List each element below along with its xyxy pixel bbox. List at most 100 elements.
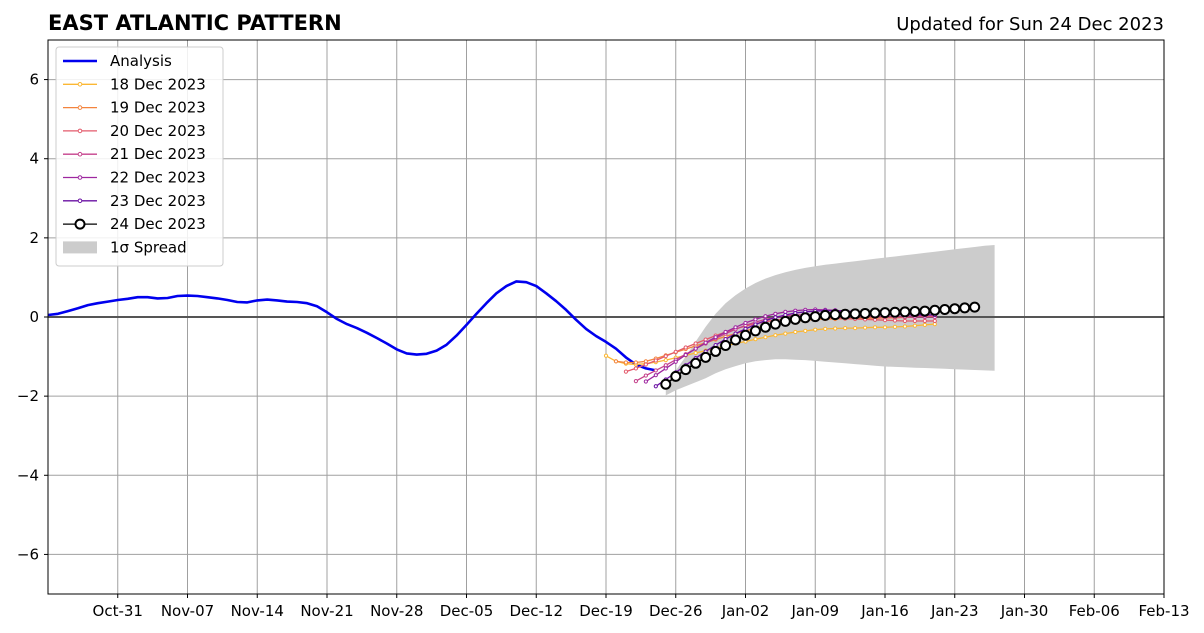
y-tick-label: 4 bbox=[29, 150, 39, 168]
x-tick-label: Dec-19 bbox=[579, 602, 633, 620]
forecast-point bbox=[912, 318, 917, 324]
forecast-point bbox=[683, 345, 688, 350]
forecast-point bbox=[623, 369, 629, 374]
forecast-point bbox=[660, 378, 672, 390]
forecast-point bbox=[969, 301, 981, 313]
forecast-point bbox=[859, 307, 871, 319]
legend-label: 22 Dec 2023 bbox=[110, 169, 206, 187]
forecast-point bbox=[680, 364, 692, 376]
x-tick-label: Nov-21 bbox=[300, 602, 353, 620]
forecast-point bbox=[753, 337, 758, 342]
forecast-point bbox=[932, 318, 937, 324]
forecast-point bbox=[829, 309, 841, 321]
forecast-point bbox=[843, 325, 848, 331]
forecast-point bbox=[643, 379, 648, 384]
legend-handle-marker bbox=[77, 175, 83, 180]
x-tick-label: Dec-26 bbox=[649, 602, 703, 620]
forecast-point bbox=[673, 349, 678, 354]
forecast-point bbox=[763, 318, 768, 323]
forecast-point bbox=[912, 323, 917, 328]
forecast-point bbox=[779, 315, 791, 327]
forecast-point bbox=[653, 368, 658, 373]
forecast-point bbox=[693, 350, 698, 356]
forecast-point bbox=[723, 329, 728, 335]
x-tick-label: Dec-05 bbox=[440, 602, 494, 620]
forecast-point bbox=[633, 366, 638, 371]
forecast-point bbox=[773, 333, 778, 338]
x-tick-label: Jan-30 bbox=[1000, 602, 1049, 620]
forecast-point bbox=[902, 318, 908, 324]
forecast-point bbox=[959, 302, 971, 314]
x-tick-label: Jan-16 bbox=[860, 602, 909, 620]
forecast-point bbox=[623, 360, 629, 365]
forecast-point bbox=[853, 325, 858, 331]
forecast-point bbox=[663, 366, 668, 371]
forecast-point bbox=[653, 373, 658, 378]
x-tick-label: Feb-06 bbox=[1069, 602, 1120, 620]
forecast-point bbox=[633, 360, 638, 365]
forecast-point bbox=[793, 329, 798, 335]
legend-label: Analysis bbox=[110, 52, 172, 70]
forecast-point bbox=[740, 329, 751, 341]
forecast-point bbox=[670, 370, 682, 382]
y-tick-label: −4 bbox=[17, 466, 39, 484]
forecast-point bbox=[899, 306, 911, 318]
forecast-point bbox=[773, 311, 778, 316]
forecast-point bbox=[902, 324, 908, 329]
forecast-point bbox=[809, 311, 821, 323]
x-tick-label: Jan-02 bbox=[721, 602, 770, 620]
forecast-point bbox=[909, 305, 921, 317]
legend-label: 19 Dec 2023 bbox=[110, 99, 206, 117]
forecast-point bbox=[653, 384, 658, 389]
analysis-line bbox=[47, 280, 657, 372]
forecast-point bbox=[819, 309, 831, 321]
forecast-point bbox=[693, 346, 698, 351]
forecast-point bbox=[892, 324, 898, 329]
legend-label: 23 Dec 2023 bbox=[110, 192, 206, 210]
forecast-point bbox=[733, 325, 738, 330]
forecast-point bbox=[753, 317, 758, 322]
legend-label: 24 Dec 2023 bbox=[110, 215, 206, 233]
forecast-point bbox=[749, 325, 761, 337]
forecast-point bbox=[872, 325, 878, 330]
forecast-point bbox=[839, 308, 851, 320]
forecast-point bbox=[879, 307, 891, 319]
forecast-point bbox=[643, 362, 648, 367]
x-tick-label: Jan-09 bbox=[790, 602, 839, 620]
forecast-point bbox=[683, 352, 688, 358]
forecast-point bbox=[613, 359, 619, 364]
forecast-point bbox=[813, 327, 818, 332]
forecast-line bbox=[605, 323, 935, 366]
forecast-point bbox=[653, 358, 658, 363]
forecast-point bbox=[783, 331, 788, 336]
y-tick-label: 6 bbox=[29, 71, 39, 89]
forecast-point bbox=[673, 359, 678, 364]
forecast-point bbox=[862, 325, 868, 330]
forecast-point bbox=[763, 335, 768, 340]
forecast-point bbox=[849, 308, 861, 320]
forecast-point bbox=[922, 322, 927, 328]
x-tick-label: Nov-28 bbox=[370, 602, 423, 620]
legend-handle-marker bbox=[77, 151, 83, 157]
forecast-point bbox=[833, 326, 838, 331]
forecast-point bbox=[710, 345, 722, 357]
forecast-point bbox=[730, 334, 742, 346]
forecast-series bbox=[660, 301, 981, 390]
axis-ticks: Oct-31 Nov-07 Nov-14 Nov-21 Nov-28 Dec-05 Dec-… bbox=[17, 71, 1190, 620]
forecast-point bbox=[939, 303, 951, 315]
x-tick-label: Feb-13 bbox=[1138, 602, 1189, 620]
legend-label: 18 Dec 2023 bbox=[110, 75, 206, 93]
spread-band bbox=[665, 245, 995, 396]
legend-handle-spread bbox=[63, 241, 97, 254]
legend-label: 1σ Spread bbox=[110, 238, 187, 256]
forecast-point bbox=[922, 318, 927, 324]
chart-subtitle: Updated for Sun 24 Dec 2023 bbox=[896, 14, 1164, 35]
forecast-point bbox=[892, 318, 898, 323]
x-tick-label: Oct-31 bbox=[93, 602, 143, 620]
forecast-point bbox=[643, 373, 648, 378]
forecast-point bbox=[663, 358, 668, 363]
forecast-point bbox=[869, 307, 881, 319]
x-tick-label: Nov-07 bbox=[161, 602, 214, 620]
y-tick-label: −6 bbox=[17, 545, 39, 563]
